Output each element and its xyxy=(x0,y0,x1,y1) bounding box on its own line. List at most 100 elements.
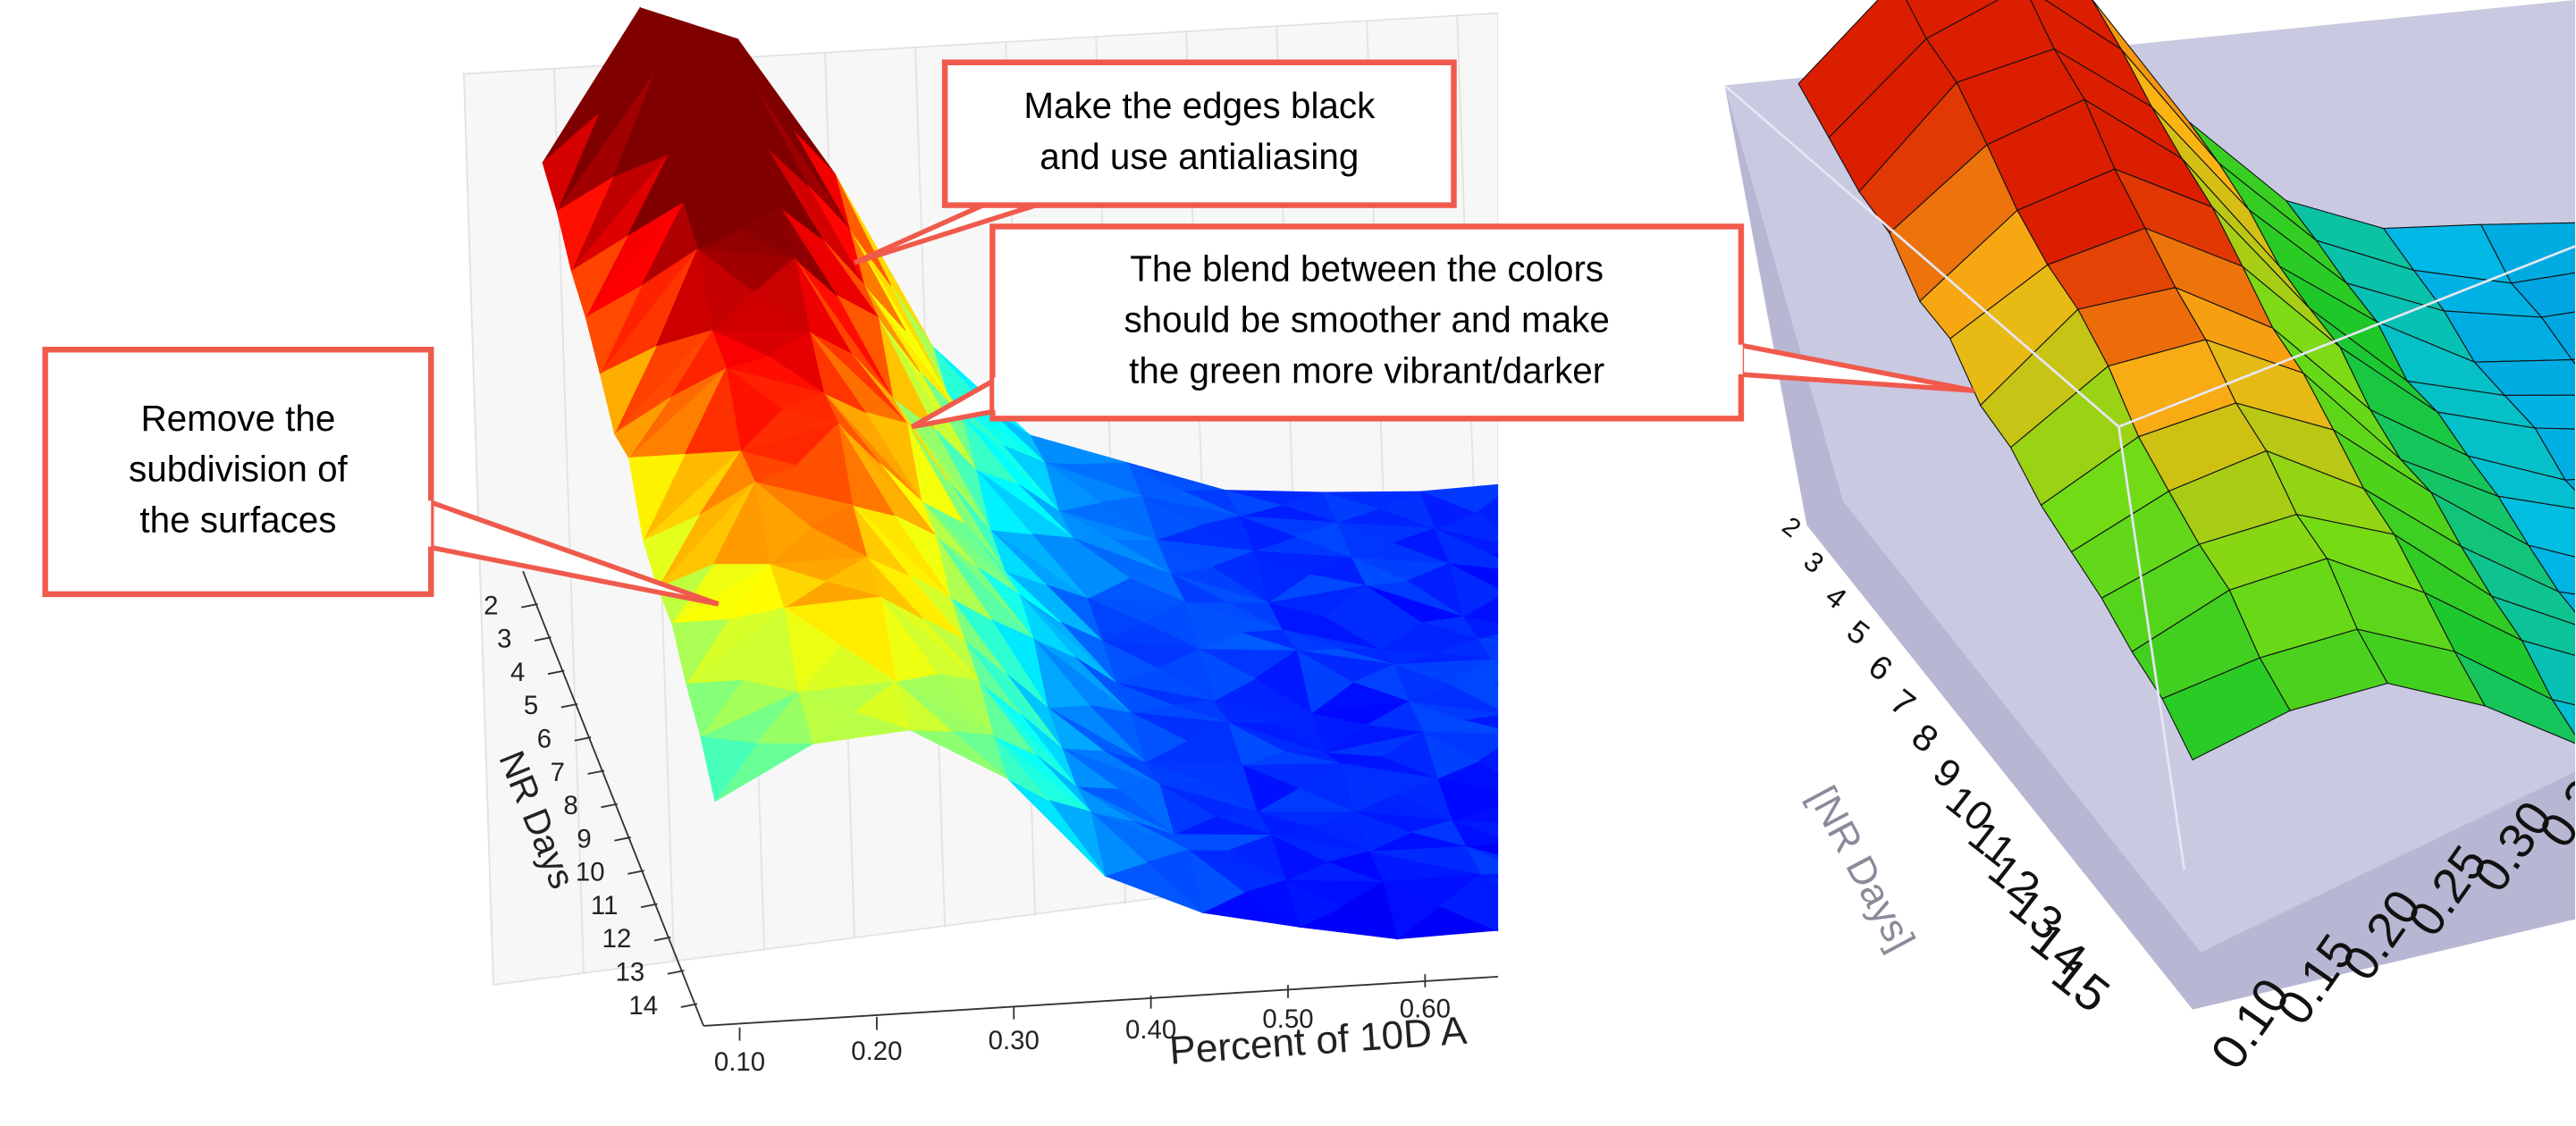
callout-pointer-join xyxy=(419,500,432,547)
surface-facet xyxy=(1784,674,1840,717)
surface-facet xyxy=(1589,668,1687,692)
surface-facet xyxy=(1532,516,1629,550)
surface-facet xyxy=(1491,659,1499,664)
tick xyxy=(653,936,671,942)
surface-facet xyxy=(1912,861,1968,903)
surface-facet xyxy=(700,735,758,802)
tick xyxy=(601,802,619,809)
surface-facet xyxy=(1798,718,1855,773)
surface-facet xyxy=(1532,536,1629,556)
surface-facet xyxy=(1675,897,1772,919)
surface-facet xyxy=(1743,674,1799,717)
surface-facet xyxy=(1672,640,1770,661)
surface-facet xyxy=(1615,492,1671,536)
surface-facet xyxy=(1741,569,1797,611)
surface-facet xyxy=(1491,658,1499,661)
surface-facet xyxy=(1615,492,1713,522)
callout-pointer-join xyxy=(1730,344,1743,374)
surface-facet xyxy=(1730,801,1786,835)
surface-facet xyxy=(671,619,729,685)
surface-facet xyxy=(1855,715,1911,762)
surface-facet xyxy=(1629,536,1686,562)
y-tick-label: 3 xyxy=(497,625,511,654)
surface-facet xyxy=(1520,734,1618,770)
surface-patch xyxy=(2161,657,2291,760)
surface-facet xyxy=(1755,611,1853,641)
surface-facet xyxy=(1587,536,1644,562)
surface-facet xyxy=(1634,897,1690,945)
callout-text: and use antialiasing xyxy=(1040,136,1359,177)
callout-pointer-join xyxy=(994,377,1006,411)
y-tick-label: 13 xyxy=(615,958,644,987)
surface-facet xyxy=(1687,661,1784,683)
surface-facet xyxy=(613,397,671,459)
surface-facet xyxy=(1618,743,1715,773)
x-axis-label: Percent of 10D A xyxy=(1168,1009,1469,1073)
y-tick-label: 3 xyxy=(1798,545,1830,579)
surface-facet xyxy=(1715,735,1813,773)
surface-facet xyxy=(1731,905,1788,928)
surface-facet xyxy=(1561,614,1617,641)
tick xyxy=(680,1003,698,1008)
surface-facet xyxy=(1578,891,1634,941)
surface-facet xyxy=(556,176,614,273)
callout-text: Make the edges black xyxy=(1023,85,1376,126)
surface-facet xyxy=(1519,614,1575,641)
surface-facet xyxy=(1658,604,1755,626)
surface-facet xyxy=(1573,492,1629,536)
surface-facet xyxy=(1629,522,1727,540)
surface-facet xyxy=(1475,496,1499,529)
surface-facet xyxy=(1674,743,1730,801)
surface-facet xyxy=(1687,674,1784,695)
tick xyxy=(627,870,644,875)
surface-facet xyxy=(1798,715,1896,742)
surface-facet xyxy=(1563,873,1620,891)
box-floor xyxy=(1724,85,2575,1010)
x-tick-label: 0.10 xyxy=(714,1047,765,1077)
surface-facet xyxy=(1703,836,1759,853)
y-tick-label: 11 xyxy=(591,891,619,920)
callout-text: The blend between the colors xyxy=(1130,248,1604,290)
surface-facet xyxy=(1602,562,1658,604)
surface-facet xyxy=(1493,928,1499,932)
y-tick-label: 14 xyxy=(628,991,658,1021)
surface-facet xyxy=(1701,709,1757,743)
surface-facet xyxy=(1549,827,1605,873)
surface-facet xyxy=(570,235,628,319)
surface-facet xyxy=(1535,785,1632,806)
x-tick-label: 0.20 xyxy=(851,1037,902,1066)
y-tick-label: 8 xyxy=(563,791,577,820)
surface-facet xyxy=(1536,891,1593,941)
callout-box xyxy=(42,347,434,598)
surface-facet xyxy=(1773,905,1830,928)
surface-facet xyxy=(1591,785,1647,816)
surface xyxy=(1797,0,2575,760)
surface-facet xyxy=(1699,569,1755,611)
surface-facet xyxy=(1535,799,1591,827)
surface-facet xyxy=(1661,853,1758,881)
tick xyxy=(521,603,538,609)
callout-text: Remove the xyxy=(141,398,336,439)
surface-facet xyxy=(1578,882,1675,897)
surface-facet xyxy=(1715,743,1772,801)
tick xyxy=(534,636,551,642)
surface-facet xyxy=(1563,866,1661,881)
surface-facet xyxy=(686,679,744,738)
surface-facet xyxy=(1562,708,1619,763)
y-tick-label: 5 xyxy=(1840,613,1876,652)
y-tick-label: 8 xyxy=(1904,715,1946,760)
surface-facet xyxy=(1675,880,1772,905)
surface-facet xyxy=(1727,526,1824,551)
surface-facet xyxy=(1813,742,1910,773)
surface-facet xyxy=(1688,801,1745,835)
surface-facet xyxy=(1727,540,1783,569)
x-tick-label: 0.50 xyxy=(1262,1004,1313,1034)
surface-facet xyxy=(1533,641,1589,668)
surface-facet xyxy=(1701,695,1798,717)
callout-text: the surfaces xyxy=(139,500,336,541)
surface-facet xyxy=(1620,866,1676,897)
axis-line xyxy=(703,975,1499,1027)
